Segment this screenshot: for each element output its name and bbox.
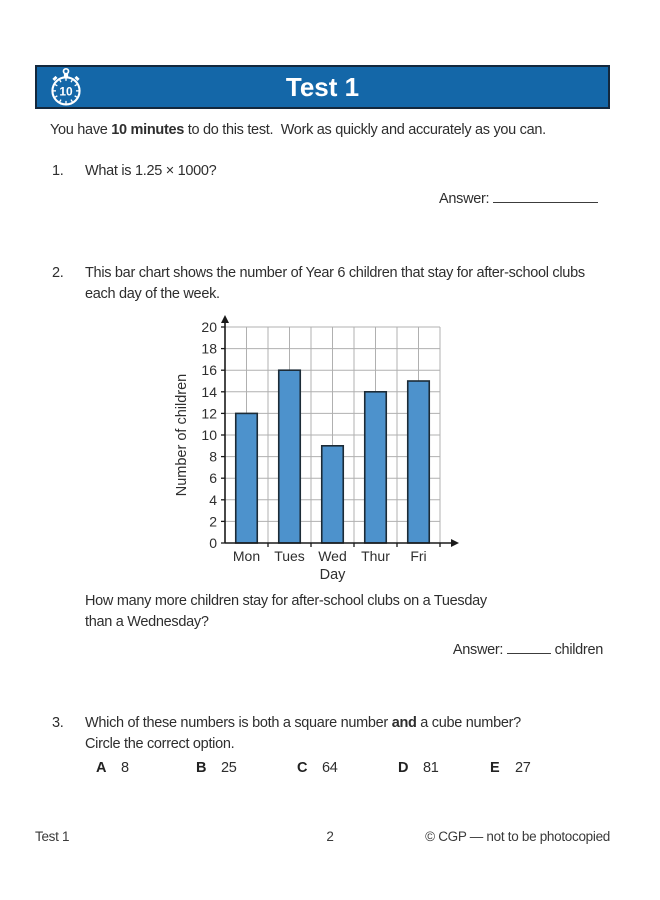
svg-text:Wed: Wed: [318, 548, 347, 564]
q3-option-c-letter: C: [297, 760, 308, 776]
q3-option-a-value: 8: [121, 760, 129, 776]
q3-option-b-value: 25: [221, 760, 237, 776]
q2-followup-line1: How many more children stay for after-sc…: [85, 593, 487, 609]
q3-option-b-letter: B: [196, 760, 207, 776]
page-title: Test 1: [285, 71, 360, 102]
q2-text-line2: each day of the week.: [85, 286, 220, 302]
stopwatch-icon: 10: [51, 67, 81, 106]
svg-text:16: 16: [201, 362, 217, 378]
svg-text:2: 2: [209, 513, 217, 529]
q3-option-c: C 64: [297, 760, 338, 776]
q3-text-bold: and: [391, 715, 417, 731]
timer-minutes-label: 10: [59, 84, 73, 98]
svg-text:4: 4: [209, 492, 217, 508]
q3-option-c-value: 64: [322, 760, 338, 776]
svg-text:Day: Day: [320, 567, 347, 583]
svg-text:8: 8: [209, 449, 217, 465]
q3-option-d-letter: D: [398, 760, 409, 776]
q2-followup-line2: than a Wednesday?: [85, 614, 209, 630]
svg-text:18: 18: [201, 341, 217, 357]
svg-text:0: 0: [209, 535, 217, 551]
footer-test-label: Test 1: [35, 829, 70, 844]
q3-option-e-letter: E: [490, 760, 500, 776]
svg-text:Thur: Thur: [361, 548, 390, 564]
q1-answer-blank: [493, 189, 598, 203]
q3-option-d-value: 81: [423, 760, 439, 776]
q3-text-line1: Which of these numbers is both a square …: [85, 715, 521, 731]
intro-bold: 10 minutes: [111, 122, 185, 138]
q2-answer-suffix: children: [554, 642, 604, 658]
q2-answer-row: Answer: children: [453, 640, 603, 658]
q3-option-d: D 81: [398, 760, 439, 776]
svg-text:14: 14: [201, 384, 217, 400]
q3-option-a-letter: A: [96, 760, 107, 776]
q3-text-line2: Circle the correct option.: [85, 736, 235, 752]
footer-copyright: © CGP — not to be photocopied: [425, 829, 610, 844]
q3-option-e: E 27: [490, 760, 531, 776]
title-bar: 10 Test 1: [35, 65, 610, 109]
svg-text:Tues: Tues: [274, 548, 305, 564]
q2-answer-label: Answer:: [452, 642, 504, 658]
q3-text-suffix: a cube number?: [416, 715, 521, 731]
footer-page-number: 2: [326, 829, 334, 844]
bar-chart-svg: 0 2 4 6 8 10 12 14 16 18 20 Mon Tues Wed Thur Fri Day Num…: [174, 315, 459, 583]
intro-text: You have 10 minutes to do this test. Wor…: [50, 122, 546, 138]
q1-answer-row: Answer:: [439, 189, 598, 207]
q3-text-prefix: Which of these numbers is both a square …: [85, 715, 392, 731]
svg-text:Fri: Fri: [410, 548, 426, 564]
intro-prefix: You have: [50, 122, 112, 138]
svg-text:6: 6: [209, 470, 217, 486]
svg-text:10: 10: [201, 427, 217, 443]
q1-number: 1.: [52, 163, 64, 179]
q2-number: 2.: [52, 265, 64, 281]
q3-option-e-value: 27: [515, 760, 531, 776]
svg-text:Mon: Mon: [233, 548, 260, 564]
q3-option-b: B 25: [196, 760, 237, 776]
svg-text:20: 20: [201, 319, 217, 335]
svg-text:12: 12: [201, 405, 217, 421]
svg-text:Number of children: Number of children: [174, 374, 190, 497]
q2-text-line1: This bar chart shows the number of Year …: [85, 265, 585, 281]
q1-text: What is 1.25 × 1000?: [85, 163, 217, 179]
q1-answer-label: Answer:: [438, 191, 490, 207]
q2-answer-blank: [506, 640, 551, 654]
q3-number: 3.: [52, 715, 64, 731]
intro-suffix: to do this test. Work as quickly and acc…: [184, 122, 546, 138]
